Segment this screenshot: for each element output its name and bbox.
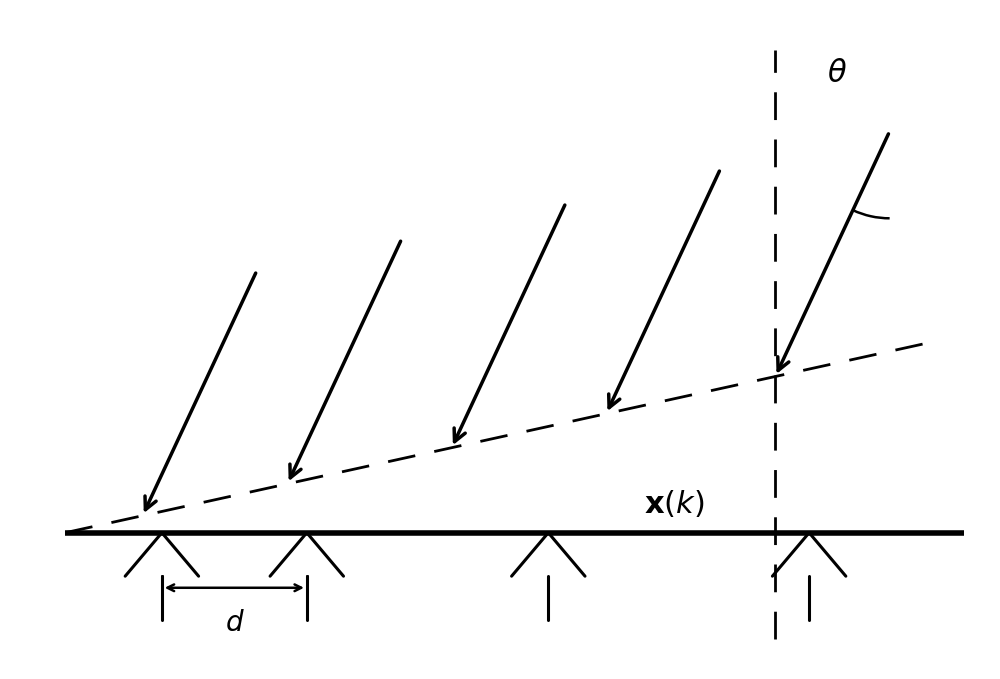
Text: d: d xyxy=(226,609,243,637)
Text: θ: θ xyxy=(827,59,846,88)
Text: $\mathbf{x}(k)$: $\mathbf{x}(k)$ xyxy=(644,488,704,519)
